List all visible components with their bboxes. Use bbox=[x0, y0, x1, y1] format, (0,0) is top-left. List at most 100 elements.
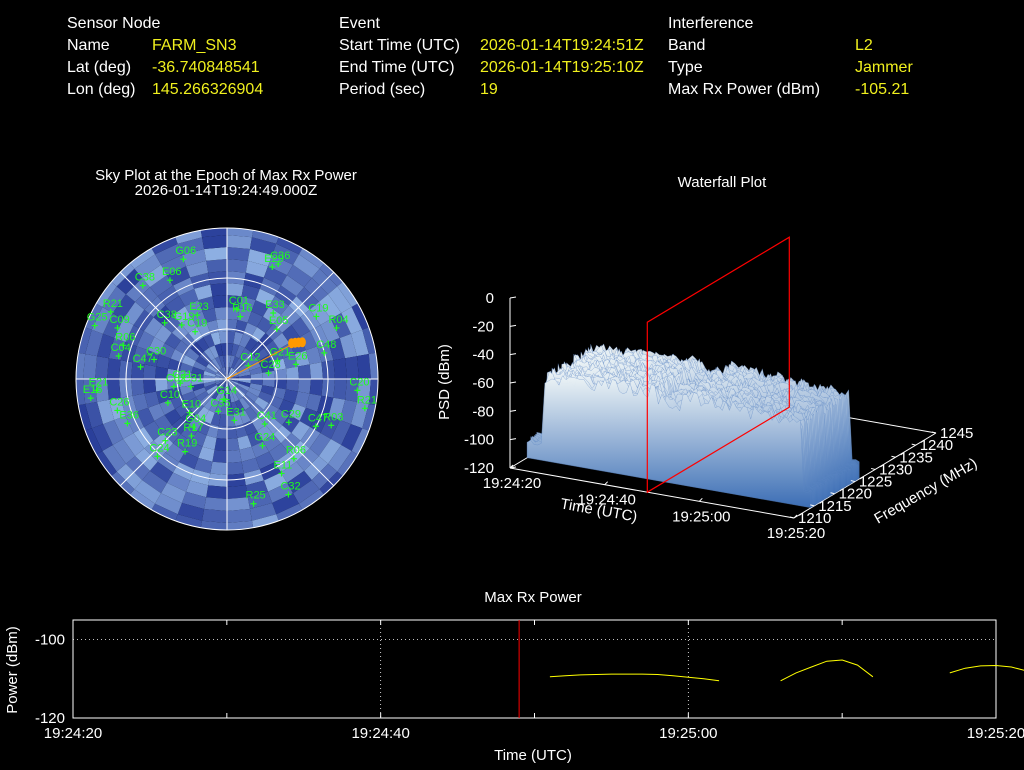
sky-tile bbox=[237, 308, 252, 323]
z-tick-label: -80 bbox=[472, 403, 494, 420]
sky-tile bbox=[227, 438, 240, 451]
sky-tile bbox=[181, 249, 207, 267]
sky-tile bbox=[76, 351, 86, 379]
sky-tile bbox=[291, 317, 311, 337]
satellite-marker: R03 bbox=[323, 411, 343, 429]
epoch-marker-plane bbox=[646, 236, 790, 494]
satellite-marker: E31 bbox=[226, 406, 246, 424]
power-trace-segment bbox=[949, 664, 1024, 674]
sensor-lon-value: 145.266326904 bbox=[152, 81, 264, 98]
sky-tile bbox=[305, 346, 322, 365]
sky-tile bbox=[254, 397, 269, 410]
sky-tile bbox=[351, 329, 369, 357]
sky-tile bbox=[309, 362, 323, 379]
satellite-label: C24 bbox=[149, 442, 169, 454]
sky-tile bbox=[251, 415, 266, 431]
sky-tile bbox=[291, 421, 311, 441]
sky-tile bbox=[357, 379, 371, 404]
sky-tile bbox=[210, 331, 221, 346]
sky-tile bbox=[250, 379, 263, 386]
sky-tile bbox=[161, 482, 186, 503]
sky-tile bbox=[190, 272, 211, 289]
satellite-plus-icon bbox=[137, 363, 144, 370]
sky-tile bbox=[198, 296, 215, 312]
sky-tile bbox=[243, 322, 257, 338]
sky-tile bbox=[165, 295, 185, 315]
sky-tile bbox=[203, 374, 216, 379]
sky-tile bbox=[227, 228, 255, 238]
sky-tile bbox=[328, 445, 352, 472]
power-y-tick-label: -100 bbox=[35, 632, 65, 649]
sky-tile bbox=[263, 340, 279, 355]
time-tick-label: 19:25:00 bbox=[672, 508, 730, 525]
sky-tile bbox=[216, 319, 227, 332]
sky-tile bbox=[211, 358, 221, 370]
z-tick-label: -40 bbox=[472, 347, 494, 364]
satellite-plus-icon bbox=[186, 409, 193, 416]
sky-tile bbox=[159, 399, 175, 415]
sky-tile bbox=[125, 325, 144, 347]
sky-tile bbox=[108, 338, 126, 361]
sky-tile bbox=[251, 327, 266, 343]
sky-tile bbox=[204, 497, 227, 511]
sky-tile bbox=[227, 367, 233, 379]
sky-tile bbox=[293, 254, 320, 278]
sky-tile bbox=[120, 395, 137, 416]
time-tick-labels: 19:24:20 19:24:40 19:25:00 19:25:20 bbox=[483, 464, 825, 542]
sky-tile bbox=[132, 346, 149, 365]
sky-tile bbox=[114, 319, 134, 343]
sky-tile bbox=[103, 313, 124, 338]
time-tick-label: 19:24:20 bbox=[483, 475, 541, 492]
sky-tile bbox=[263, 434, 281, 452]
satellite-plus-icon bbox=[182, 448, 189, 455]
sky-tile bbox=[83, 354, 97, 379]
sky-tile bbox=[112, 294, 136, 319]
sky-tile bbox=[206, 485, 227, 499]
sky-tile bbox=[209, 399, 219, 413]
sky-tile bbox=[97, 399, 115, 425]
satellite-label: C32 bbox=[280, 481, 300, 493]
sky-tile bbox=[214, 307, 227, 320]
freq-tick bbox=[911, 443, 916, 446]
sky-tile bbox=[143, 317, 163, 337]
satellite-plus-icon bbox=[178, 322, 185, 329]
sky-tile bbox=[245, 337, 258, 352]
sky-tile bbox=[310, 411, 329, 433]
interference-power-label: Max Rx Power (dBm) bbox=[668, 81, 821, 98]
satellite-marker: C01 bbox=[229, 295, 249, 313]
satellite-marker: C09 bbox=[110, 314, 130, 331]
sky-tile bbox=[309, 301, 331, 325]
sensor-lon-label: Lon (deg) bbox=[67, 81, 136, 98]
sky-tile bbox=[203, 333, 215, 348]
interference-panel: Interference Band L2 Type Jammer Max Rx Po… bbox=[668, 13, 913, 101]
satellite-label: C30 bbox=[146, 345, 166, 357]
event-title: Event bbox=[339, 15, 380, 32]
sky-tile bbox=[102, 286, 126, 313]
sky-tile bbox=[191, 366, 205, 375]
sky-tile bbox=[214, 438, 227, 451]
sky-tile bbox=[239, 410, 251, 425]
sky-tile bbox=[273, 409, 290, 426]
sky-tile bbox=[318, 439, 342, 464]
sky-tile bbox=[249, 366, 263, 375]
sky-tile bbox=[339, 399, 357, 425]
sky-tile bbox=[227, 379, 230, 391]
sky-tile bbox=[148, 337, 165, 355]
sky-tile bbox=[227, 461, 244, 475]
waterfall-title: Waterfall Plot bbox=[678, 174, 767, 191]
sky-tile bbox=[260, 362, 275, 373]
sky-tile bbox=[210, 283, 227, 297]
satellite-plus-icon bbox=[215, 408, 222, 415]
satellite-plus-icon bbox=[321, 349, 328, 356]
satellite-marker: R25 bbox=[246, 490, 266, 507]
time-tick-label: 19:24:40 bbox=[577, 492, 635, 509]
sky-tile bbox=[142, 264, 167, 288]
sky-tile bbox=[227, 497, 250, 511]
sky-tile bbox=[173, 277, 195, 296]
time-tick bbox=[793, 514, 798, 519]
satellite-label: G24 bbox=[254, 432, 275, 444]
freq-tick-label: 1230 bbox=[879, 461, 912, 478]
sky-background bbox=[76, 228, 378, 530]
sky-tile bbox=[247, 249, 273, 267]
freq-tick bbox=[789, 516, 795, 519]
